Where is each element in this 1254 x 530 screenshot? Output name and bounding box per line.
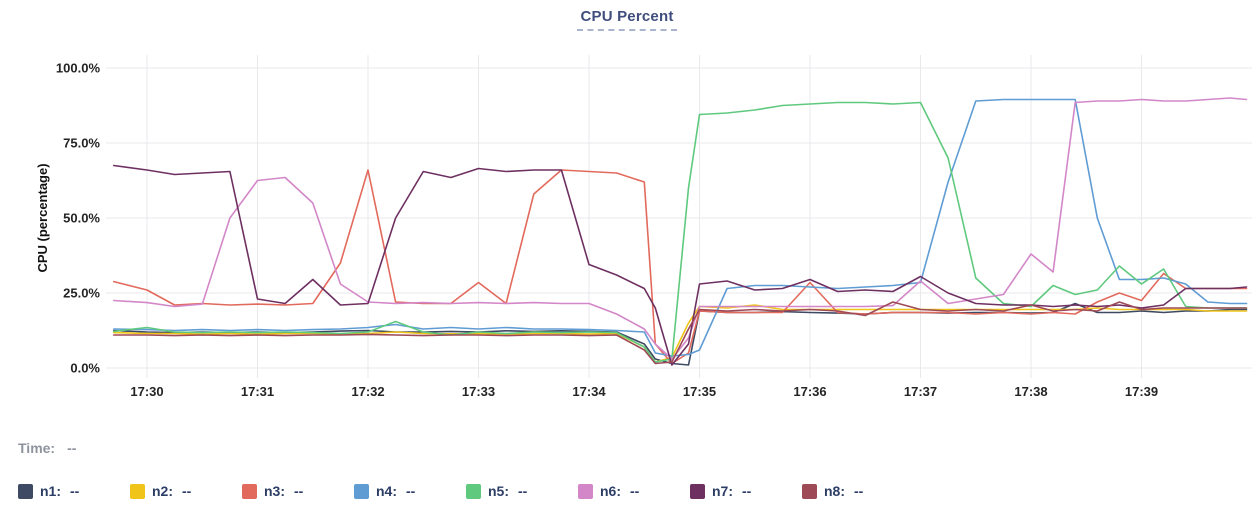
legend-label-n1: n1: [40,483,61,499]
x-tick-label: 17:32 [351,384,384,399]
x-tick-label: 17:30 [130,384,163,399]
y-tick-label: 0.0% [70,361,100,376]
x-tick-label: 17:35 [683,384,716,399]
legend-label-n2: n2: [152,483,173,499]
legend-label-n3: n3: [264,483,285,499]
legend-label-n8: n8: [824,483,845,499]
chart-title: CPU Percent [0,8,1254,31]
x-tick-label: 17:36 [793,384,826,399]
legend-label-n7: n7: [712,483,733,499]
x-tick-label: 17:33 [462,384,495,399]
legend-swatch-n8 [802,483,817,499]
legend-value-n2: -- [182,483,192,499]
legend-swatch-n5 [466,483,481,499]
series-line-n8[interactable] [113,301,1248,365]
x-tick-label: 17:39 [1125,384,1158,399]
legend-item-n1[interactable]: n1: -- [18,483,130,499]
series-line-n4[interactable] [113,98,1248,357]
legend-item-n3[interactable]: n3: -- [242,483,354,499]
y-tick-label: 75.0% [63,136,100,151]
legend-swatch-n7 [690,483,705,499]
y-tick-label: 25.0% [63,286,100,301]
x-tick-label: 17:38 [1014,384,1047,399]
legend-label-n6: n6: [600,483,621,499]
legend-item-n6[interactable]: n6: -- [578,483,690,499]
legend-value-n4: -- [406,483,416,499]
legend-item-n7[interactable]: n7: -- [690,483,802,499]
legend-swatch-n2 [130,483,145,499]
y-tick-label: 100.0% [56,61,101,76]
time-value: -- [67,440,77,456]
legend-item-n8[interactable]: n8: -- [802,483,914,499]
chart-title-text[interactable]: CPU Percent [577,8,677,31]
time-label: Time: [18,440,56,456]
series-line-n3[interactable] [113,169,1248,365]
legend-label-n5: n5: [488,483,509,499]
legend-value-n5: -- [518,483,528,499]
legend-value-n6: -- [630,483,640,499]
legend-swatch-n4 [354,483,369,499]
series-line-n5[interactable] [113,101,1248,363]
legend-swatch-n6 [578,483,593,499]
legend-item-n2[interactable]: n2: -- [130,483,242,499]
x-tick-label: 17:31 [241,384,274,399]
legend-item-n4[interactable]: n4: -- [354,483,466,499]
cpu-line-chart[interactable]: 0.0% 25.0% 50.0% 75.0% 100.0% 17:30 17:31 17:32… [0,0,1254,415]
y-tick-label: 50.0% [63,211,100,226]
time-readout: Time: -- [18,440,76,456]
chart-legend: n1: -- n2: -- n3: -- n4: -- n5: -- n6: -- n7: -- n8: -- [18,483,914,499]
x-tick-label: 17:34 [572,384,606,399]
legend-swatch-n1 [18,483,33,499]
legend-value-n1: -- [70,483,80,499]
legend-item-n5[interactable]: n5: -- [466,483,578,499]
x-tick-label: 17:37 [904,384,937,399]
series-line-n6[interactable] [113,97,1248,360]
legend-value-n7: -- [742,483,752,499]
legend-swatch-n3 [242,483,257,499]
legend-label-n4: n4: [376,483,397,499]
series-line-n7[interactable] [113,164,1248,366]
y-axis-title: CPU (percentage) [35,163,50,272]
legend-value-n3: -- [294,483,304,499]
legend-value-n8: -- [854,483,864,499]
